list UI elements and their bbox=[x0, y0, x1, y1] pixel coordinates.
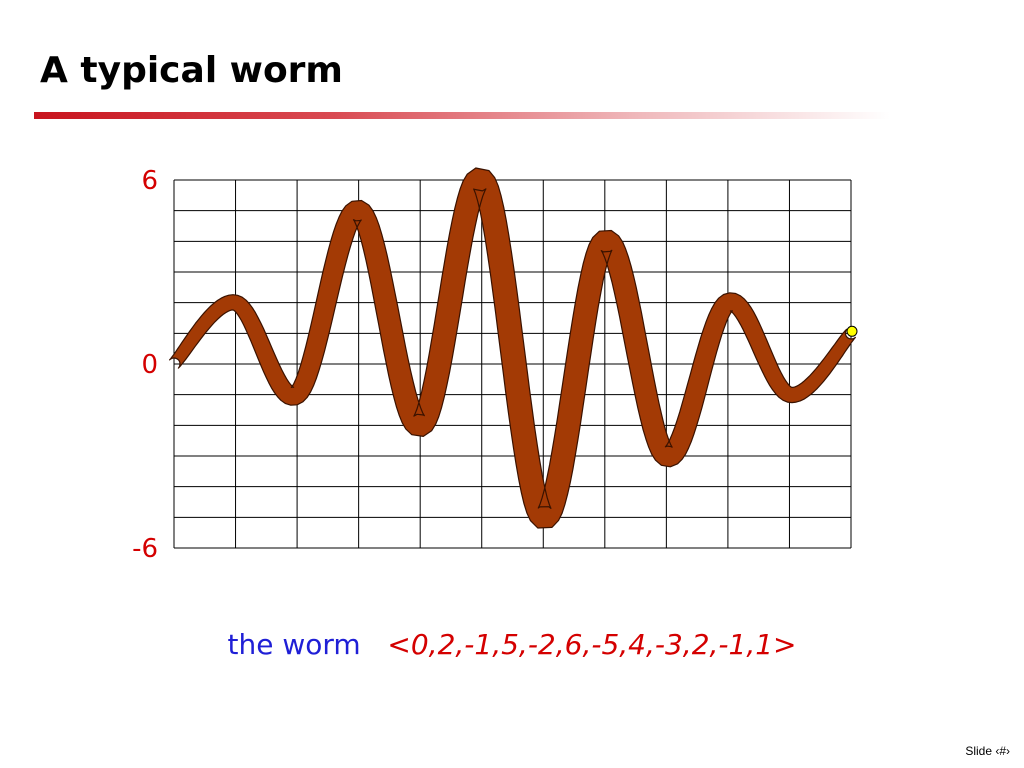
caption-lead: the worm bbox=[227, 628, 361, 661]
caption-sequence: <0,2,-1,5,-2,6,-5,4,-3,2,-1,1> bbox=[387, 628, 797, 661]
worm-caption: the worm <0,2,-1,5,-2,6,-5,4,-3,2,-1,1> bbox=[0, 628, 1024, 661]
worm-head bbox=[846, 325, 858, 337]
title-underline bbox=[34, 112, 890, 119]
worm-series bbox=[169, 167, 858, 529]
y-tick-labels: 6 0 -6 bbox=[132, 166, 158, 564]
y-tick-label: -6 bbox=[132, 534, 158, 564]
worm-body bbox=[169, 167, 856, 529]
y-tick-label: 6 bbox=[141, 166, 158, 196]
slide-number: Slide ‹#› bbox=[965, 744, 1010, 758]
y-tick-label: 0 bbox=[141, 350, 158, 380]
slide-title: A typical worm bbox=[40, 50, 343, 91]
caption-space bbox=[370, 628, 379, 661]
